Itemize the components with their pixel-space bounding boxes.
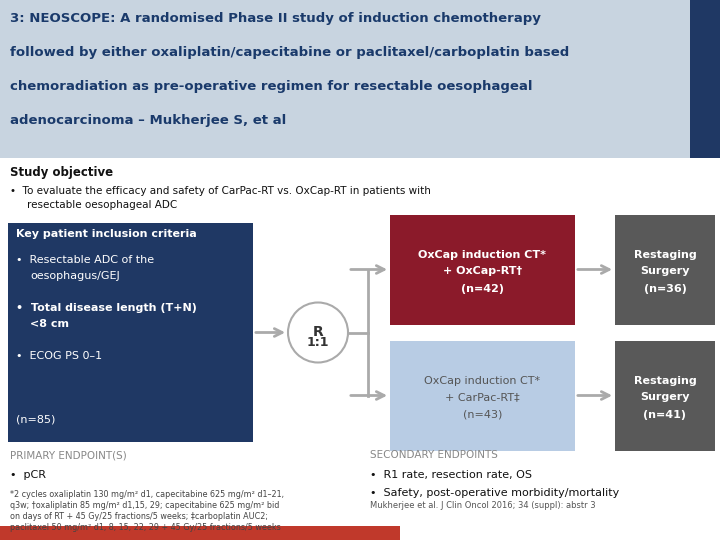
Bar <box>390 214 575 325</box>
Text: OxCap induction CT*: OxCap induction CT* <box>424 375 541 386</box>
Text: (n=43): (n=43) <box>463 409 502 420</box>
Text: •  Safety, post-operative morbidity/mortality: • Safety, post-operative morbidity/morta… <box>370 488 619 498</box>
Text: PRIMARY ENDPOINT(S): PRIMARY ENDPOINT(S) <box>10 450 127 460</box>
Bar <box>615 341 715 450</box>
Text: (n=85): (n=85) <box>16 414 55 424</box>
Text: OxCap induction CT*: OxCap induction CT* <box>418 249 546 260</box>
Text: R: R <box>312 325 323 339</box>
Text: Key patient inclusion criteria: Key patient inclusion criteria <box>16 229 197 239</box>
Text: 1:1: 1:1 <box>307 336 329 349</box>
Text: Surgery: Surgery <box>640 393 690 402</box>
Text: adenocarcinoma – Mukherjee S, et al: adenocarcinoma – Mukherjee S, et al <box>10 114 287 127</box>
Text: paclitaxel 50 mg/m² d1, 8, 15, 22, 29 + 45 Gy/25 fractions/5 weeks: paclitaxel 50 mg/m² d1, 8, 15, 22, 29 + … <box>10 523 281 532</box>
Text: Study objective: Study objective <box>10 166 113 179</box>
Bar <box>690 0 720 158</box>
Text: oesophagus/GEJ: oesophagus/GEJ <box>30 271 120 281</box>
Text: 3: NEOSCOPE: A randomised Phase II study of induction chemotherapy: 3: NEOSCOPE: A randomised Phase II study… <box>10 12 541 25</box>
Text: (n=42): (n=42) <box>461 284 504 294</box>
Text: on days of RT + 45 Gy/25 fractions/5 weeks; ‡carboplatin AUC2;: on days of RT + 45 Gy/25 fractions/5 wee… <box>10 512 268 521</box>
Circle shape <box>288 302 348 362</box>
Text: •  To evaluate the efficacy and safety of CarPac-RT vs. OxCap-RT in patients wit: • To evaluate the efficacy and safety of… <box>10 186 431 196</box>
Text: •  Resectable ADC of the: • Resectable ADC of the <box>16 255 154 265</box>
Text: *2 cycles oxaliplatin 130 mg/m² d1, capecitabine 625 mg/m² d1–21,: *2 cycles oxaliplatin 130 mg/m² d1, cape… <box>10 490 284 499</box>
Text: Mukherjee et al. J Clin Oncol 2016; 34 (suppl): abstr 3: Mukherjee et al. J Clin Oncol 2016; 34 (… <box>370 501 595 510</box>
Bar <box>8 223 253 442</box>
Text: Surgery: Surgery <box>640 267 690 276</box>
Text: q3w; †oxaliplatin 85 mg/m² d1,15, 29; capecitabine 625 mg/m² bid: q3w; †oxaliplatin 85 mg/m² d1,15, 29; ca… <box>10 501 279 510</box>
Text: chemoradiation as pre-operative regimen for resectable oesophageal: chemoradiation as pre-operative regimen … <box>10 80 533 93</box>
Bar <box>615 214 715 325</box>
Text: resectable oesophageal ADC: resectable oesophageal ADC <box>27 200 177 210</box>
Text: SECONDARY ENDPOINTS: SECONDARY ENDPOINTS <box>370 450 498 460</box>
Text: <8 cm: <8 cm <box>30 319 69 329</box>
Text: (n=36): (n=36) <box>644 284 686 294</box>
Text: + OxCap-RT†: + OxCap-RT† <box>443 267 522 276</box>
Bar <box>0 526 400 540</box>
Text: •  R1 rate, resection rate, OS: • R1 rate, resection rate, OS <box>370 470 532 480</box>
Text: •  Total disease length (T+N): • Total disease length (T+N) <box>16 303 197 313</box>
Text: Restaging: Restaging <box>634 375 696 386</box>
Bar <box>0 0 720 158</box>
Text: •  pCR: • pCR <box>10 470 46 480</box>
Bar <box>390 341 575 450</box>
Text: (n=41): (n=41) <box>644 409 686 420</box>
Text: Restaging: Restaging <box>634 249 696 260</box>
Text: followed by either oxaliplatin/capecitabine or paclitaxel/carboplatin based: followed by either oxaliplatin/capecitab… <box>10 46 570 59</box>
Text: + CarPac-RT‡: + CarPac-RT‡ <box>445 393 520 402</box>
Text: •  ECOG PS 0–1: • ECOG PS 0–1 <box>16 351 102 361</box>
